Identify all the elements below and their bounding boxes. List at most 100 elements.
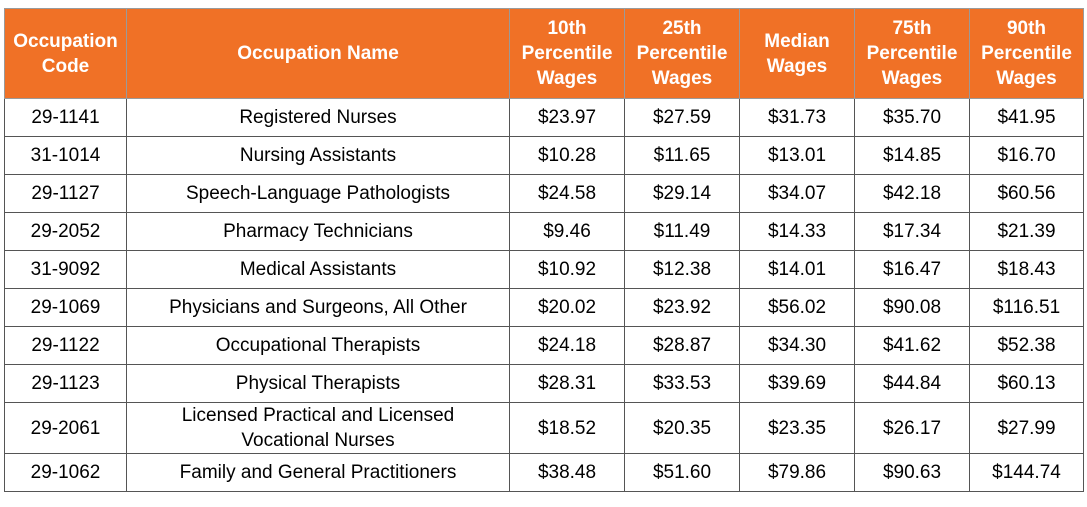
header-text: 75th [892, 18, 932, 39]
occupation-name-cell: Physical Therapists [126, 364, 510, 403]
p25-wage-cell: $20.35 [624, 402, 740, 454]
header-text: 10th [547, 18, 587, 39]
occupation-code-cell: 29-1123 [4, 364, 127, 403]
header-text: Occupation Name [237, 43, 399, 64]
header-row: Occupation Code Occupation Name 10th Percent… [4, 8, 1084, 99]
p25-wage-cell: $28.87 [624, 326, 740, 365]
occupation-name-line: Nursing Assistants [239, 145, 397, 166]
median-header: Median Wages [739, 8, 855, 99]
header-text: 25th [662, 18, 702, 39]
occupation-name-line: Pharmacy Technicians [223, 221, 413, 242]
p25-wage-cell: $12.38 [624, 250, 740, 289]
table-row: 29-2061 Licensed Practical and Licensed Vo… [4, 402, 1084, 454]
p90-wage-cell: $21.39 [969, 212, 1084, 251]
p10-wage-cell: $24.58 [509, 174, 625, 213]
p75-wage-cell: $44.84 [854, 364, 970, 403]
p90-wage-cell: $27.99 [969, 402, 1084, 454]
occupation-name-cell: Physicians and Surgeons, All Other [126, 288, 510, 327]
occupation-name-line: Licensed Practical and Licensed [181, 405, 455, 426]
median-wage-cell: $31.73 [739, 98, 855, 137]
median-wage-cell: $39.69 [739, 364, 855, 403]
header-text: Wages [996, 68, 1057, 89]
occupation-name-line: Physicians and Surgeons, All Other [169, 297, 467, 318]
p10-wage-cell: $10.92 [509, 250, 625, 289]
p75-wage-cell: $90.63 [854, 453, 970, 492]
p25-wage-cell: $23.92 [624, 288, 740, 327]
p75-wage-cell: $90.08 [854, 288, 970, 327]
p10-wage-cell: $18.52 [509, 402, 625, 454]
p75-wage-cell: $16.47 [854, 250, 970, 289]
occupation-code-cell: 29-2052 [4, 212, 127, 251]
occupation-name-cell: Speech-Language Pathologists [126, 174, 510, 213]
table-row: 29-1062 Family and General Practitioners $… [4, 453, 1084, 492]
header-text: Percentile [981, 43, 1072, 64]
median-wage-cell: $14.01 [739, 250, 855, 289]
p10-wage-cell: $28.31 [509, 364, 625, 403]
p90-header: 90th Percentile Wages [969, 8, 1084, 99]
p25-wage-cell: $51.60 [624, 453, 740, 492]
p75-header: 75th Percentile Wages [854, 8, 970, 99]
table-row: 31-9092 Medical Assistants $10.92 $12.38 $14… [4, 250, 1084, 289]
p75-wage-cell: $41.62 [854, 326, 970, 365]
p90-wage-cell: $60.56 [969, 174, 1084, 213]
occupation-name-line: Registered Nurses [239, 107, 397, 128]
occupation-name-cell: Nursing Assistants [126, 136, 510, 175]
p10-wage-cell: $10.28 [509, 136, 625, 175]
median-wage-cell: $13.01 [739, 136, 855, 175]
occupation-code-cell: 29-1127 [4, 174, 127, 213]
occupation-name-line: Physical Therapists [235, 373, 401, 394]
header-text: Percentile [636, 43, 728, 64]
p75-wage-cell: $26.17 [854, 402, 970, 454]
occupation-name-header: Occupation Name [126, 8, 510, 99]
table-row: 29-1069 Physicians and Surgeons, All Othe… [4, 288, 1084, 327]
table-row: 29-1122 Occupational Therapists $24.18 $28.… [4, 326, 1084, 365]
occupation-name-line: Occupational Therapists [215, 335, 421, 356]
occupation-name-cell: Licensed Practical and Licensed Vocationa… [126, 402, 510, 454]
p10-wage-cell: $24.18 [509, 326, 625, 365]
p90-wage-cell: $41.95 [969, 98, 1084, 137]
occupation-name-cell: Pharmacy Technicians [126, 212, 510, 251]
p75-wage-cell: $14.85 [854, 136, 970, 175]
p10-wage-cell: $20.02 [509, 288, 625, 327]
occupation-name-line: Speech-Language Pathologists [185, 183, 451, 204]
p75-wage-cell: $42.18 [854, 174, 970, 213]
occupation-code-header: Occupation Code [4, 8, 127, 99]
header-text: Median [764, 30, 830, 52]
header-text: Code [41, 55, 90, 77]
p75-wage-cell: $35.70 [854, 98, 970, 137]
p10-header: 10th Percentile Wages [509, 8, 625, 99]
p90-wage-cell: $116.51 [969, 288, 1084, 327]
p25-wage-cell: $11.49 [624, 212, 740, 251]
occupation-code-cell: 31-1014 [4, 136, 127, 175]
occupation-code-cell: 29-1122 [4, 326, 127, 365]
median-wage-cell: $34.30 [739, 326, 855, 365]
table-row: 29-1141 Registered Nurses $23.97 $27.59 $31.… [4, 98, 1084, 137]
header-text: Percentile [866, 43, 958, 64]
table-header: Occupation Code Occupation Name 10th Percent… [4, 8, 1084, 99]
header-text: Wages [881, 68, 943, 89]
header-text: Wages [536, 68, 598, 89]
p25-wage-cell: $29.14 [624, 174, 740, 213]
median-wage-cell: $79.86 [739, 453, 855, 492]
occupation-code-cell: 29-1062 [4, 453, 127, 492]
p10-wage-cell: $9.46 [509, 212, 625, 251]
p25-header: 25th Percentile Wages [624, 8, 740, 99]
p25-wage-cell: $27.59 [624, 98, 740, 137]
header-text: 90th [1006, 18, 1047, 39]
header-text: Wages [766, 55, 828, 77]
p90-wage-cell: $144.74 [969, 453, 1084, 492]
table-body: 29-1141 Registered Nurses $23.97 $27.59 $31.… [4, 98, 1084, 492]
p90-wage-cell: $16.70 [969, 136, 1084, 175]
median-wage-cell: $14.33 [739, 212, 855, 251]
occupation-code-cell: 31-9092 [4, 250, 127, 289]
occupation-name-line: Vocational Nurses [241, 430, 395, 451]
occupation-name-cell: Family and General Practitioners [126, 453, 510, 492]
occupation-name-line: Medical Assistants [239, 259, 397, 280]
p90-wage-cell: $52.38 [969, 326, 1084, 365]
p10-wage-cell: $23.97 [509, 98, 625, 137]
p25-wage-cell: $33.53 [624, 364, 740, 403]
table-row: 29-1123 Physical Therapists $28.31 $33.53 $3… [4, 364, 1084, 403]
occupation-code-cell: 29-2061 [4, 402, 127, 454]
table-row: 29-2052 Pharmacy Technicians $9.46 $11.49 $1… [4, 212, 1084, 251]
p25-wage-cell: $11.65 [624, 136, 740, 175]
